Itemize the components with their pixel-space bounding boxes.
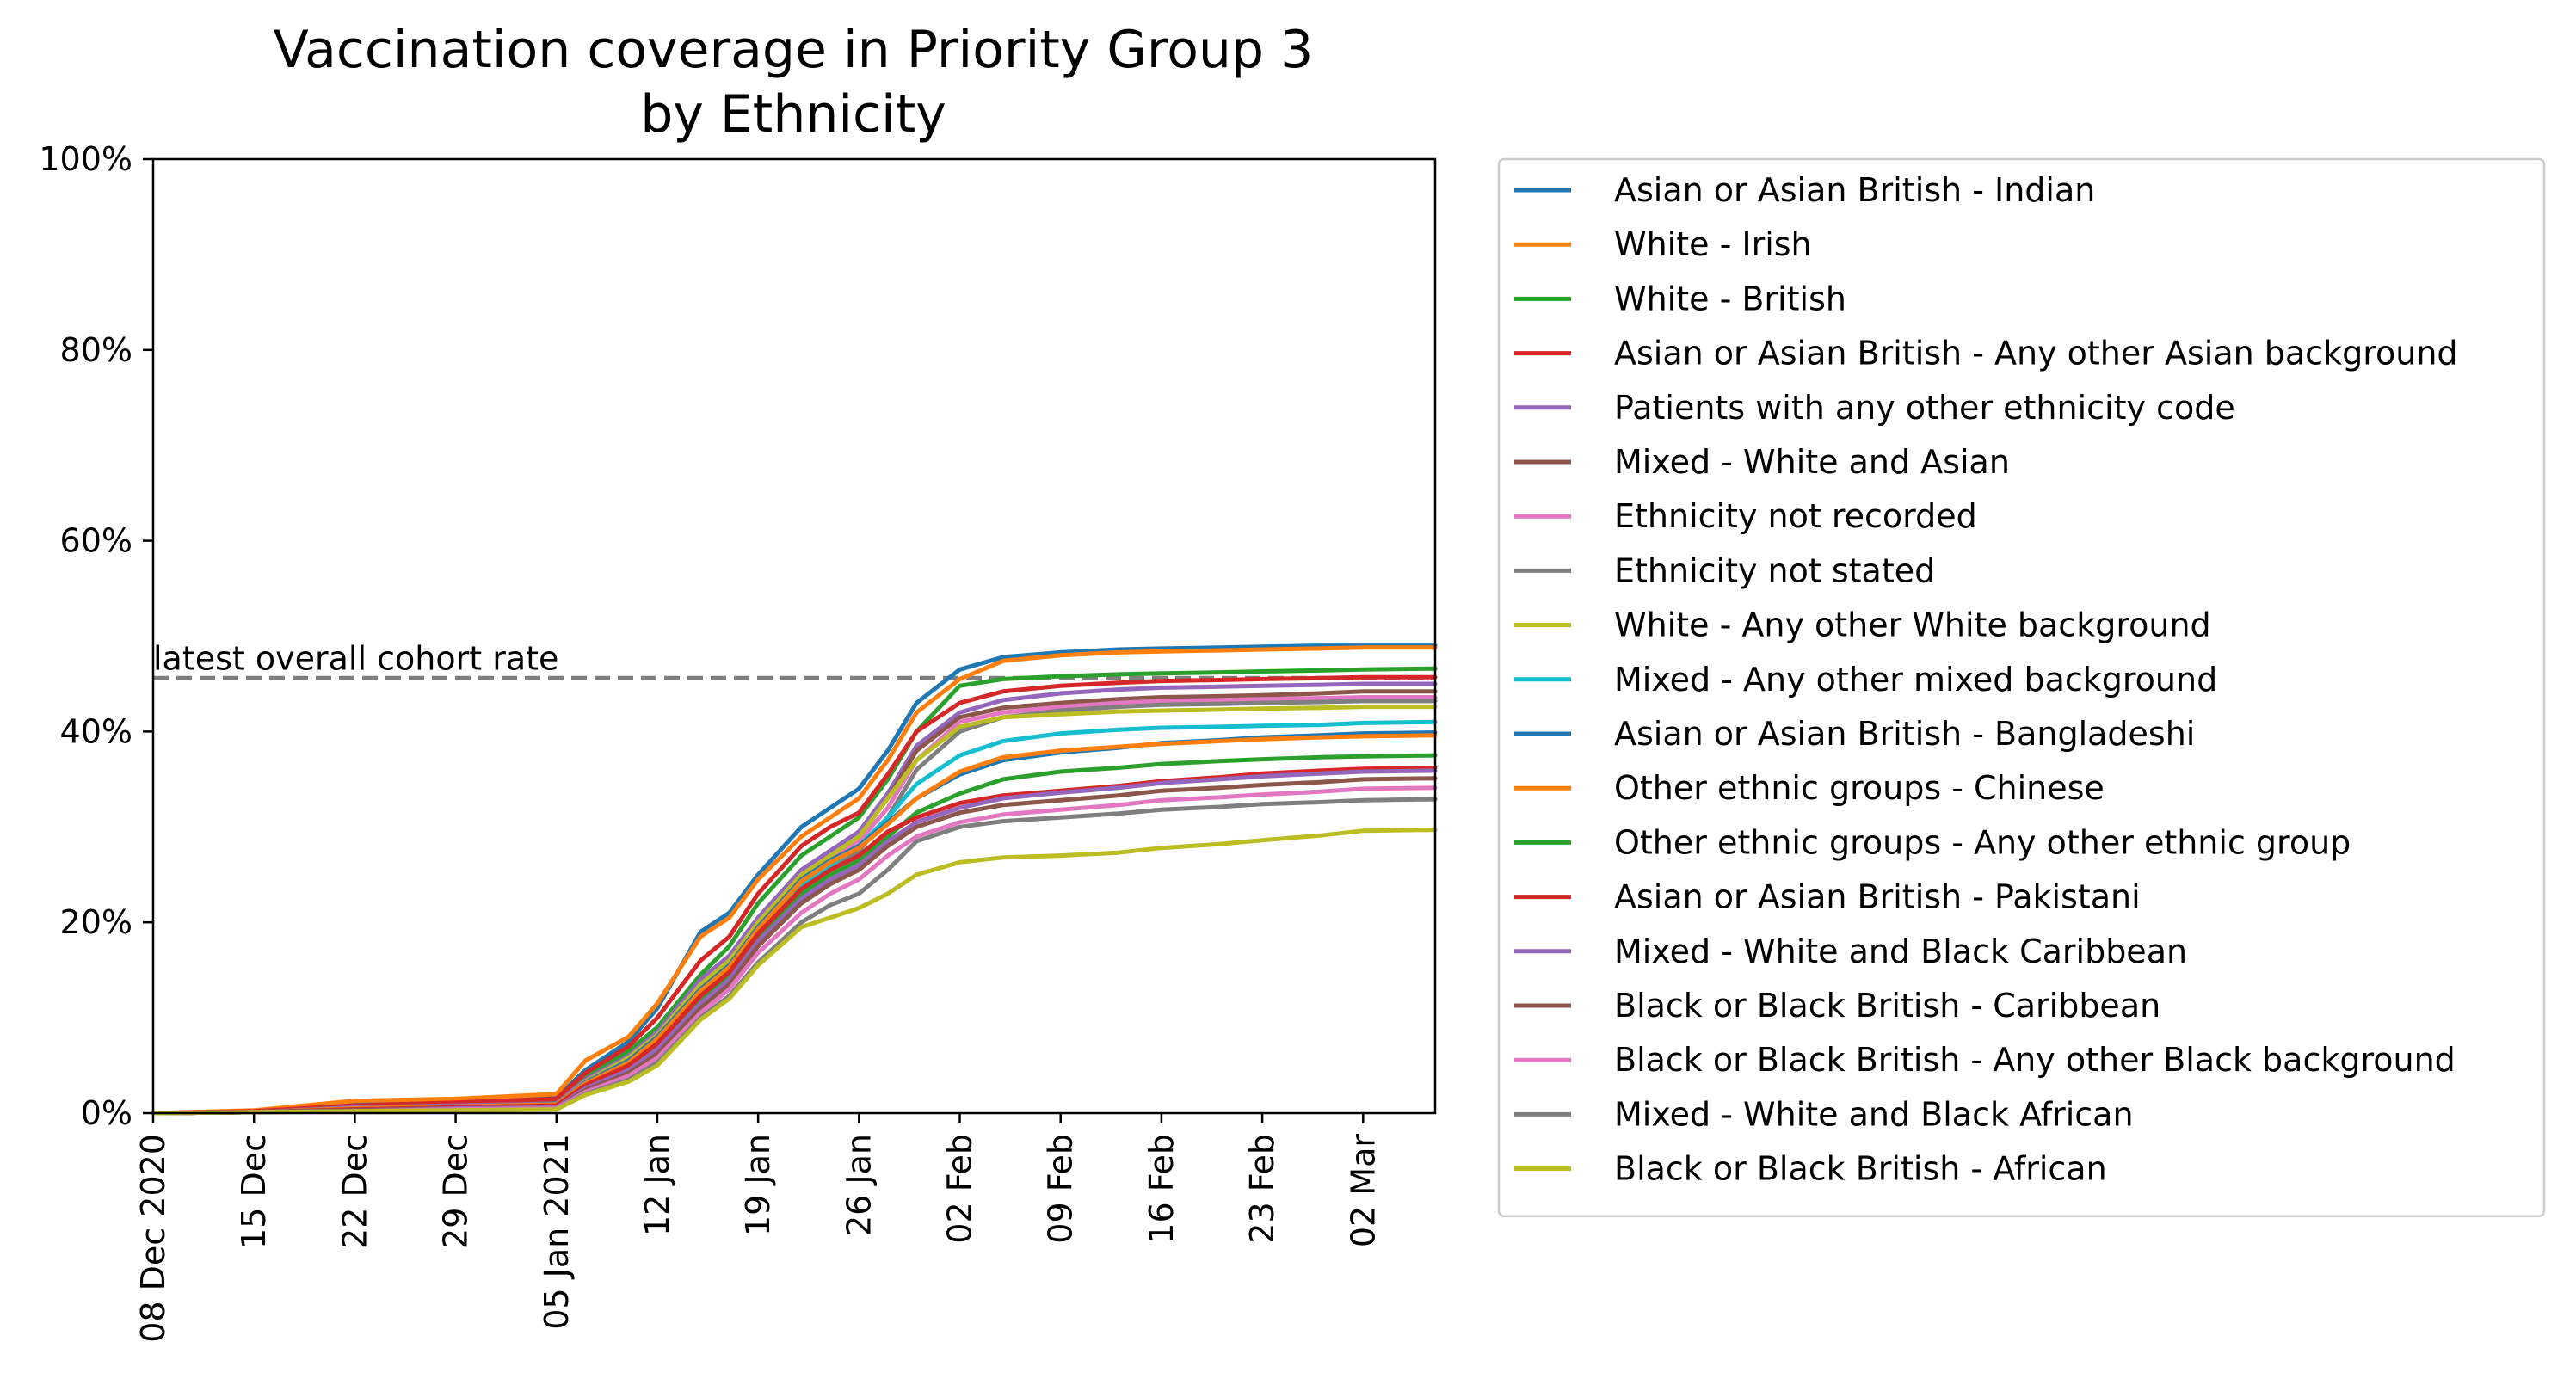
x-tick-label: 08 Dec 2020 [134, 1134, 172, 1343]
legend-label: White - Any other White background [1614, 606, 2211, 644]
x-tick-label: 22 Dec [336, 1134, 373, 1249]
legend: Asian or Asian British - Indian White - I… [1497, 157, 2546, 1218]
legend-label: Asian or Asian British - Bangladeshi [1614, 715, 2195, 753]
legend-label: Ethnicity not stated [1614, 551, 1935, 589]
legend-label: Asian or Asian British - Pakistani [1614, 878, 2141, 916]
legend-label: Patients with any other ethnicity code [1614, 389, 2235, 427]
reference-line-group: latest overall cohort rate [153, 639, 1435, 680]
x-tick-label: 23 Feb [1243, 1134, 1281, 1244]
x-tick-label: 26 Jan [840, 1134, 878, 1236]
x-tick-label: 29 Dec [437, 1134, 475, 1249]
series-line-16 [151, 776, 1438, 1116]
series-line-2 [151, 645, 1438, 1116]
legend-label: Mixed - White and Black African [1614, 1095, 2134, 1133]
x-tick-label: 15 Dec [235, 1134, 273, 1249]
legend-label: Other ethnic groups - Chinese [1614, 769, 2105, 807]
legend-frame [1497, 157, 2546, 1218]
y-tick-label: 20% [60, 903, 132, 941]
y-tick-label: 80% [60, 331, 132, 369]
series-line-4 [151, 674, 1438, 1116]
y-axis: 0% 20% 40% 60% 80% 100% [39, 140, 153, 1132]
legend-label: Mixed - Any other mixed background [1614, 661, 2217, 699]
x-tick-label: 16 Feb [1143, 1134, 1180, 1244]
legend-label: Asian or Asian British - Any other Asian… [1614, 335, 2458, 372]
x-tick-label: 09 Feb [1042, 1134, 1080, 1244]
legend-label: Black or Black British - African [1614, 1150, 2107, 1188]
x-axis: 08 Dec 2020 15 Dec 22 Dec 29 Dec 05 Jan 2021… [134, 1113, 1382, 1343]
reference-line-label: latest overall cohort rate [153, 639, 558, 677]
x-tick-label: 05 Jan 2021 [538, 1134, 576, 1330]
legend-label: Asian or Asian British - Indian [1614, 171, 2095, 209]
legend-label: Other ethnic groups - Any other ethnic g… [1614, 823, 2351, 861]
legend-label: White - Irish [1614, 225, 1812, 263]
plot-frame [151, 157, 1437, 1115]
chart-title-line-2: by Ethnicity [640, 84, 946, 145]
series-line-19 [151, 828, 1438, 1116]
series-lines [151, 643, 1438, 1116]
legend-label: Black or Black British - Any other Black… [1614, 1041, 2456, 1079]
y-tick-label: 60% [60, 522, 132, 560]
y-tick-label: 0% [81, 1094, 132, 1132]
x-tick-label: 02 Feb [941, 1134, 979, 1244]
series-line-15 [151, 768, 1438, 1116]
x-tick-label: 02 Mar [1344, 1134, 1382, 1248]
legend-label: Ethnicity not recorded [1614, 497, 1977, 535]
legend-label: Mixed - White and Black Caribbean [1614, 932, 2187, 970]
chart-title-line-1: Vaccination coverage in Priority Group 3 [274, 20, 1314, 80]
legend-label: Mixed - White and Asian [1614, 443, 2010, 481]
y-tick-label: 100% [39, 140, 132, 178]
y-tick-label: 40% [60, 712, 132, 750]
x-tick-label: 19 Jan [739, 1134, 777, 1236]
series-line-12 [151, 733, 1438, 1116]
series-line-14 [151, 766, 1438, 1116]
legend-label: White - British [1614, 280, 1846, 317]
legend-label: Black or Black British - Caribbean [1614, 987, 2160, 1025]
x-tick-label: 12 Jan [638, 1134, 676, 1236]
series-line-11 [151, 730, 1438, 1116]
